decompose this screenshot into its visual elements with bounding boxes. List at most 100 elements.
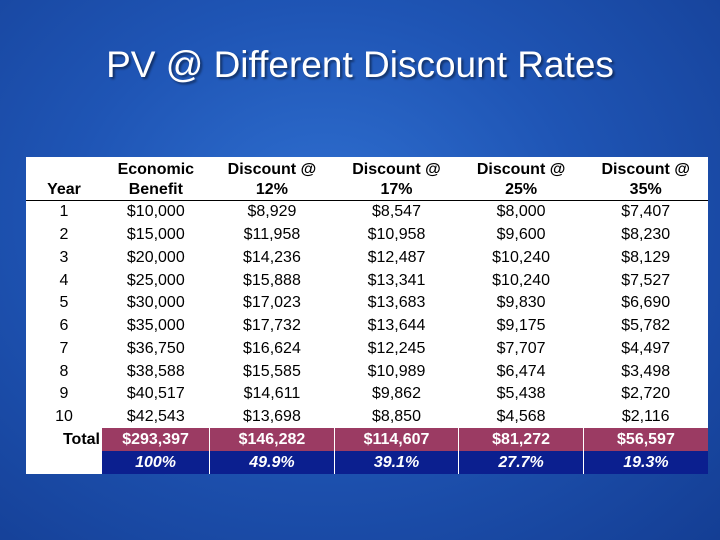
cell-economic-benefit: $20,000 [126,248,185,266]
header-d17-line1: Discount @ [352,161,441,178]
header-d12-line2: 12% [255,181,288,198]
header-d12-line1: Discount @ [227,161,317,178]
cell-discount-17: $10,958 [367,226,426,244]
header-discount-12: Discount @ 12% [209,157,335,201]
cell-discount-25: $4,568 [496,407,546,425]
header-row: Year Economic Benefit Discount @ 12% Dis… [26,157,708,201]
total-economic-benefit: $293,397 [102,428,211,452]
cell-year: 4 [59,271,69,289]
pv-table: Year Economic Benefit Discount @ 12% Dis… [26,157,708,474]
header-discount-35: Discount @ 35% [583,157,708,201]
cell-year: 1 [59,203,69,221]
cell-discount-12: $17,732 [243,317,301,335]
cell-year: 9 [59,385,69,403]
table-row: 10 $42,543 $13,698 $8,850 $4,568 $2,116 [26,406,708,429]
header-discount-25: Discount @ 25% [458,157,584,201]
cell-year: 3 [59,248,69,266]
cell-discount-25: $10,240 [492,271,550,289]
cell-discount-12: $8,929 [247,203,297,221]
header-benefit-line1: Economic [117,161,195,178]
table-row: 5 $30,000 $17,023 $13,683 $9,830 $6,690 [26,292,708,315]
cell-discount-12: $13,698 [243,407,301,425]
total-discount-25: $81,272 [458,428,584,452]
cell-discount-12: $14,611 [243,385,301,403]
cell-discount-17: $12,245 [367,339,426,357]
cell-discount-17: $13,683 [367,294,426,312]
cell-discount-25: $9,175 [496,317,546,335]
header-benefit-line2: Benefit [128,181,183,198]
header-d25-line1: Discount @ [476,161,566,178]
total-row: Total $293,397 $146,282 $114,607 $81,272 $56,… [26,428,708,452]
cell-discount-35: $7,527 [621,271,671,289]
percent-row: 100% 49.9% 39.1% 27.7% 19.3% [26,451,708,474]
total-discount-35: $56,597 [583,428,708,452]
cell-discount-12: $17,023 [243,294,301,312]
cell-discount-35: $7,407 [621,203,671,221]
cell-discount-25: $10,240 [492,248,550,266]
percent-label-empty [26,451,102,474]
cell-discount-17: $13,644 [367,317,426,335]
cell-discount-12: $14,236 [243,248,301,266]
header-d17-line2: 17% [380,181,413,198]
cell-economic-benefit: $25,000 [126,271,185,289]
header-d35-line1: Discount @ [601,161,690,178]
cell-discount-17: $8,547 [372,203,421,221]
percent-economic-benefit: 100% [102,451,211,474]
percent-discount-17: 39.1% [334,451,460,474]
cell-economic-benefit: $38,588 [126,362,185,380]
cell-economic-benefit: $36,750 [126,339,185,357]
cell-discount-35: $8,230 [621,226,671,244]
table-row: 6 $35,000 $17,732 $13,644 $9,175 $5,782 [26,315,708,338]
cell-discount-17: $10,989 [367,362,426,380]
cell-discount-12: $11,958 [243,226,301,244]
header-d25-line2: 25% [505,181,538,198]
table-row: 9 $40,517 $14,611 $9,862 $5,438 $2,720 [26,383,708,406]
table-row: 2 $15,000 $11,958 $10,958 $9,600 $8,230 [26,224,708,247]
slide-title: PV @ Different Discount Rates [106,44,614,85]
table-row: 7 $36,750 $16,624 $12,245 $7,707 $4,497 [26,337,708,360]
cell-discount-25: $5,438 [496,385,546,403]
cell-economic-benefit: $15,000 [126,226,185,244]
cell-economic-benefit: $10,000 [126,203,185,221]
cell-discount-12: $16,624 [243,339,301,357]
total-discount-17: $114,607 [334,428,460,452]
table-row: 1 $10,000 $8,929 $8,547 $8,000 $7,407 [26,201,708,224]
cell-discount-25: $7,707 [496,339,546,357]
cell-discount-35: $2,116 [621,407,670,425]
table-row: 4 $25,000 $15,888 $13,341 $10,240 $7,527 [26,269,708,292]
cell-year: 10 [55,407,73,425]
cell-discount-25: $8,000 [496,203,546,221]
cell-discount-35: $6,690 [621,294,671,312]
cell-year: 6 [59,317,69,335]
cell-discount-17: $12,487 [367,248,426,266]
cell-discount-35: $8,129 [621,248,671,266]
cell-year: 2 [59,226,69,244]
cell-discount-12: $15,888 [243,271,301,289]
cell-discount-25: $9,830 [496,294,546,312]
cell-economic-benefit: $40,517 [126,385,185,403]
pv-table-container: Year Economic Benefit Discount @ 12% Dis… [26,157,708,474]
cell-discount-17: $8,850 [372,407,421,425]
table-row: 3 $20,000 $14,236 $12,487 $10,240 $8,129 [26,246,708,269]
cell-discount-35: $5,782 [621,317,671,335]
cell-discount-35: $2,720 [621,385,671,403]
cell-discount-17: $9,862 [372,385,421,403]
cell-economic-benefit: $30,000 [126,294,185,312]
cell-year: 7 [59,339,69,357]
cell-year: 5 [59,294,69,312]
percent-discount-12: 49.9% [209,451,335,474]
header-d35-line2: 35% [629,181,662,198]
header-discount-17: Discount @ 17% [334,157,459,201]
cell-economic-benefit: $42,543 [126,407,185,425]
table-row: 8 $38,588 $15,585 $10,989 $6,474 $3,498 [26,360,708,383]
table-body: 1 $10,000 $8,929 $8,547 $8,000 $7,407 2 $15,000… [26,201,708,474]
header-economic-benefit: Economic Benefit [102,157,210,201]
cell-discount-35: $3,498 [621,362,671,380]
cell-discount-25: $6,474 [496,362,546,380]
header-year: Year [26,157,102,201]
cell-discount-17: $13,341 [367,271,426,289]
total-discount-12: $146,282 [209,428,335,452]
percent-discount-25: 27.7% [458,451,584,474]
total-label: Total [62,430,100,448]
cell-discount-12: $15,585 [243,362,301,380]
